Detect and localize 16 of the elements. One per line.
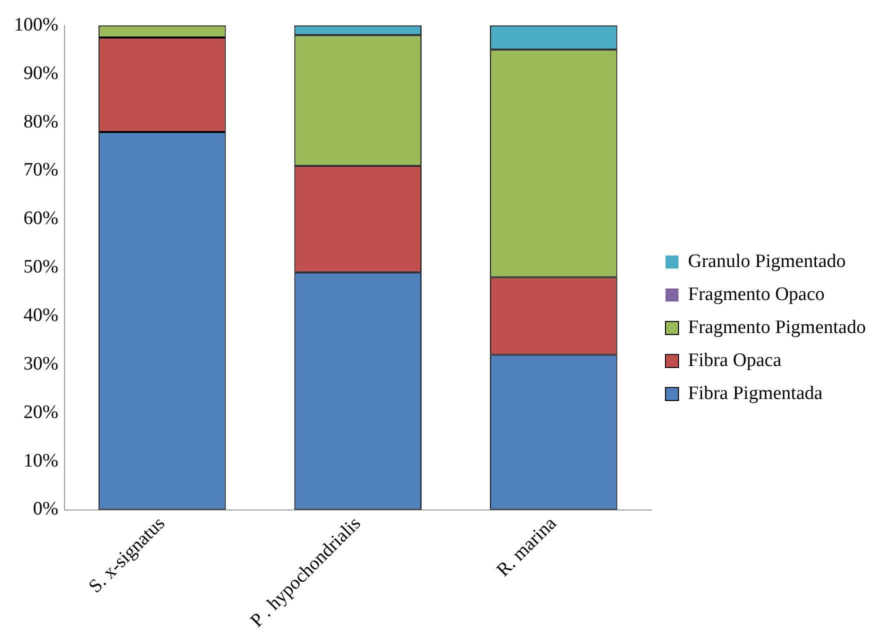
y-tick-label: 100% — [14, 14, 58, 36]
legend-label: Fibra Pigmentada — [688, 382, 824, 404]
y-tick-label: 90% — [24, 62, 58, 84]
y-tick-label: 30% — [24, 353, 58, 374]
y-tick-label: 80% — [24, 111, 58, 132]
y-tick-label: 20% — [24, 402, 58, 423]
legend-label: Fragmento Pigmentado — [688, 316, 866, 338]
legend-label: Fragmento Opaco — [688, 284, 825, 305]
y-tick-label: 40% — [24, 305, 58, 326]
legend-label: Granulo Pigmentado — [688, 250, 846, 272]
legend-label: Fibra Opaca — [688, 350, 782, 371]
y-tick-label: 10% — [24, 450, 58, 472]
y-tick-label: 70% — [24, 160, 58, 181]
y-tick-label: 0% — [33, 498, 58, 520]
y-tick-label: 60% — [24, 208, 58, 230]
y-tick-label: 50% — [24, 256, 58, 278]
